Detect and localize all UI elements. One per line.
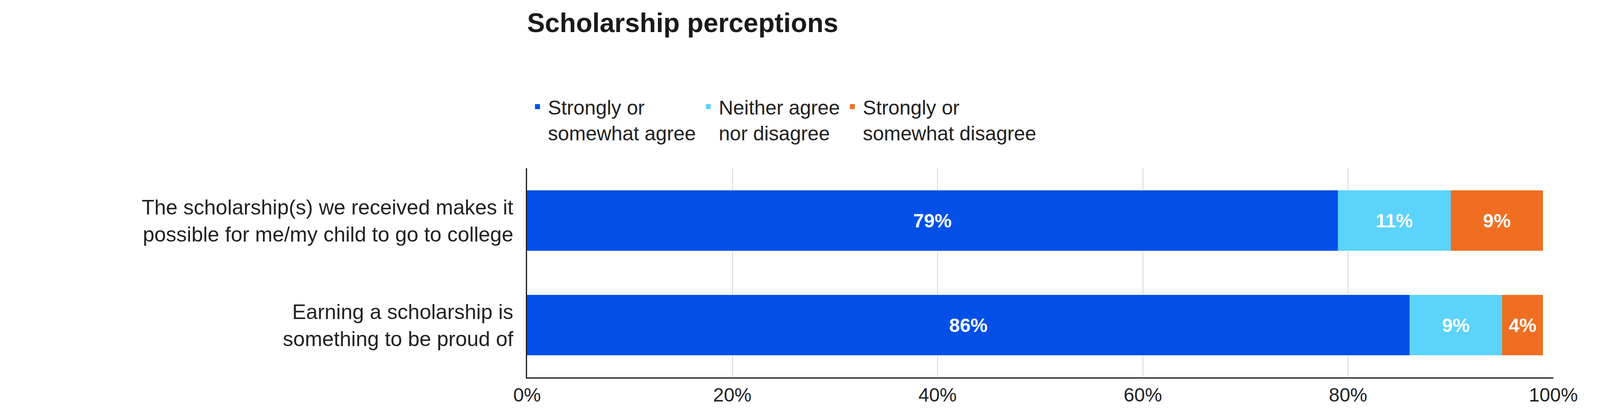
svg-text:11%: 11% (1375, 210, 1413, 232)
svg-text:4%: 4% (1508, 314, 1537, 337)
svg-text:Scholarship perceptions: Scholarship perceptions (527, 7, 839, 38)
svg-text:Earning a scholarship issometh: Earning a scholarship issomething to be … (282, 300, 514, 351)
svg-text:0%: 0% (513, 384, 541, 406)
svg-text:9%: 9% (1482, 210, 1511, 232)
svg-text:100%: 100% (1528, 384, 1578, 406)
svg-text:60%: 60% (1123, 384, 1163, 406)
svg-text:The scholarship(s) we received: The scholarship(s) we received makes itp… (141, 195, 514, 247)
svg-text:Neither agreenor disagree: Neither agreenor disagree (718, 96, 840, 145)
svg-text:9%: 9% (1442, 314, 1470, 337)
svg-text:40%: 40% (918, 384, 957, 406)
svg-text:80%: 80% (1328, 384, 1368, 406)
svg-text:Strongly orsomewhat disagree: Strongly orsomewhat disagree (862, 96, 1037, 145)
svg-text:Strongly orsomewhat agree: Strongly orsomewhat agree (547, 96, 696, 145)
svg-text:79%: 79% (913, 210, 952, 232)
svg-text:20%: 20% (713, 384, 752, 406)
svg-text:86%: 86% (949, 314, 988, 337)
